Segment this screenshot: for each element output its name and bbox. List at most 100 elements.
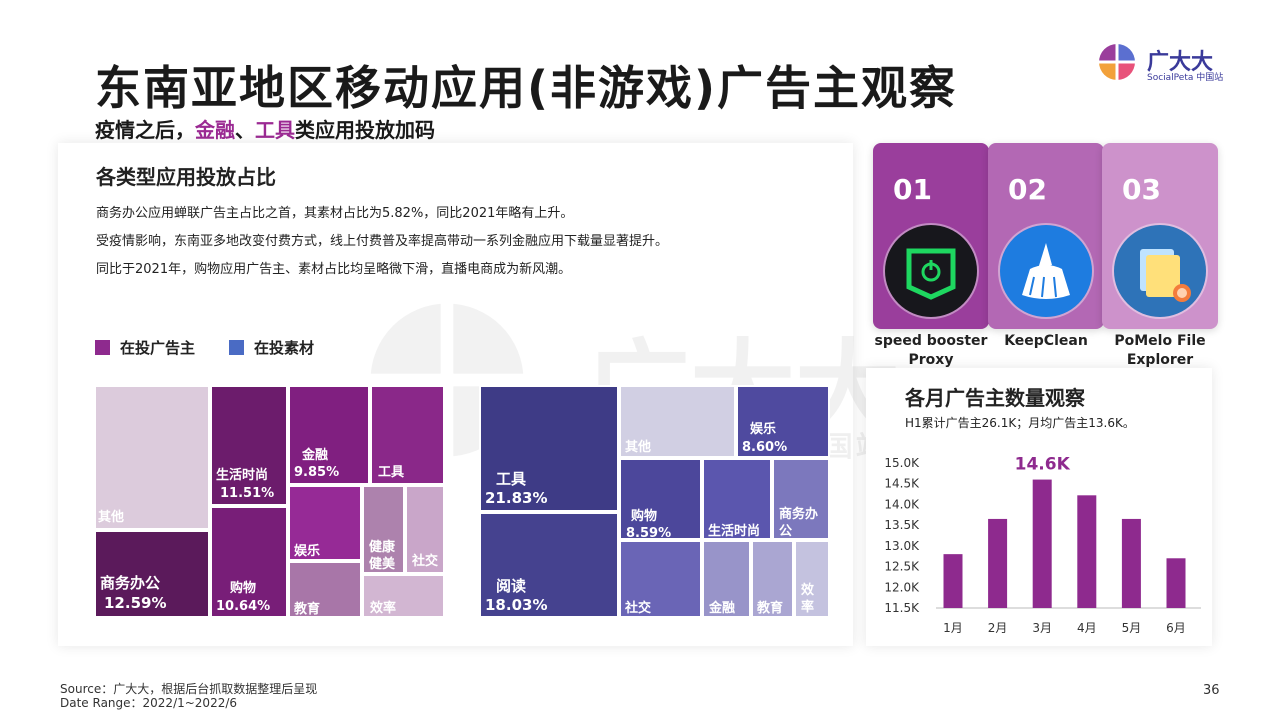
treemap-cell-name: 娱乐 bbox=[750, 422, 777, 437]
legend-label: 在投广告主 bbox=[120, 339, 196, 357]
broom-icon bbox=[1000, 225, 1092, 317]
treemap-cell-阅读: 阅读 18.03% bbox=[479, 512, 619, 618]
treemap-cell-效率: 效 率 bbox=[794, 540, 830, 618]
treemap-cell-name: 工具 bbox=[378, 465, 405, 480]
treemap-cell-name: 生活时尚 bbox=[216, 468, 269, 483]
rank-card-1[interactable]: 01 bbox=[873, 143, 989, 329]
y-tick-label: 13.0K bbox=[884, 539, 920, 553]
y-tick-label: 11.5K bbox=[884, 601, 920, 615]
date-range-text: Date Range：2022/1~2022/6 bbox=[60, 696, 238, 710]
page-title: 东南亚地区移动应用(非游戏)广告主观察 bbox=[95, 61, 958, 115]
x-tick-label: 4月 bbox=[1077, 621, 1097, 635]
treemap-cell-value: 9.85% bbox=[294, 465, 340, 480]
subtitle-highlight-tools: 工具 bbox=[255, 118, 295, 142]
treemap-cell-金融: 金融 bbox=[702, 540, 751, 618]
treemap-cell-购物: 购物 8.59% bbox=[619, 458, 702, 540]
monthly-advertisers-title: 各月广告主数量观察 bbox=[905, 386, 1085, 410]
treemap-cell-value: 11.51% bbox=[220, 486, 275, 501]
monthly-advertisers-note: H1累计广告主26.1K；月均广告主13.6K。 bbox=[905, 416, 1135, 430]
legend-swatch bbox=[95, 340, 110, 355]
treemap-cell-教育: 教育 bbox=[751, 540, 794, 618]
treemap-cell-其他: 其他 bbox=[619, 385, 736, 458]
treemap-cell-name: 金融 bbox=[709, 601, 736, 616]
treemap-cell-工具: 工具 21.83% bbox=[479, 385, 619, 512]
x-tick-label: 3月 bbox=[1032, 621, 1052, 635]
treemap-cell-教育: 教育 bbox=[288, 561, 362, 618]
y-tick-label: 12.5K bbox=[884, 560, 920, 574]
treemap-cell-购物: 购物 10.64% bbox=[210, 506, 288, 618]
treemap-cell-name: 购物 bbox=[631, 509, 658, 524]
treemap-cell-value: 10.64% bbox=[216, 599, 271, 614]
brand-logo-name: 广大大 bbox=[1147, 50, 1214, 75]
y-tick-label: 15.0K bbox=[884, 456, 920, 470]
bar-annotation: 14.6K bbox=[1015, 455, 1071, 475]
treemap-cell-name: 教育 bbox=[294, 602, 321, 617]
treemap-cell-name: 其他 bbox=[625, 440, 652, 455]
treemap-cell-娱乐: 娱乐 bbox=[288, 485, 362, 561]
legend-label: 在投素材 bbox=[254, 339, 315, 357]
app-share-paragraph-1: 商务办公应用蝉联广告主占比之首，其素材占比为5.82%，同比2021年略有上升。 bbox=[96, 206, 574, 221]
source-text: Source：广大大，根据后台抓取数据整理后呈现 bbox=[60, 682, 318, 696]
treemap-cell-生活时尚: 生活时尚 11.51% bbox=[210, 385, 288, 506]
bar-2月 bbox=[988, 518, 1008, 608]
treemap-cell-健康健美: 健康 健美 bbox=[362, 485, 405, 574]
app-share-paragraph-3: 同比于2021年，购物应用广告主、素材占比均呈略微下滑，直播电商成为新风潮。 bbox=[96, 262, 572, 277]
treemap-cell-name: 教育 bbox=[757, 601, 784, 616]
treemap-cell-name: 商务办公 bbox=[100, 574, 161, 592]
treemap-cell-其他: 其他 bbox=[94, 385, 210, 530]
treemap-cell-商务办公: 商务办公 12.59% bbox=[94, 530, 210, 618]
treemap-cell-社交: 社交 bbox=[619, 540, 702, 618]
y-tick-label: 14.0K bbox=[884, 497, 920, 511]
app-share-paragraph-2: 受疫情影响，东南亚多地改变付费方式，线上付费普及率提高带动一系列金融应用下载量显… bbox=[96, 234, 669, 249]
bar-3月 bbox=[1032, 479, 1052, 608]
bar-4月 bbox=[1077, 495, 1097, 608]
brand-logo-icon bbox=[1099, 44, 1135, 80]
subtitle-separator: 、 bbox=[235, 118, 255, 142]
subtitle-highlight-finance: 金融 bbox=[195, 118, 235, 142]
treemap-cell-金融: 金融 9.85% bbox=[288, 385, 370, 485]
app-share-title: 各类型应用投放占比 bbox=[96, 165, 276, 189]
rank-app-name-1: speed booster Proxy bbox=[874, 333, 988, 368]
treemap-cell-name: 社交 bbox=[625, 601, 652, 616]
rank-card-3[interactable]: 03 bbox=[1102, 143, 1218, 329]
treemap-cell-name: 娱乐 bbox=[294, 544, 321, 559]
legend-creatives: 在投素材 bbox=[229, 337, 314, 358]
rank-card-2[interactable]: 02 bbox=[988, 143, 1104, 329]
bar-1月 bbox=[943, 554, 963, 608]
treemap-cell-name: 工具 bbox=[496, 470, 527, 488]
bar-5月 bbox=[1121, 518, 1141, 608]
treemap-cell-name: 效 率 bbox=[801, 583, 815, 615]
treemap-cell-name: 其他 bbox=[98, 510, 125, 525]
treemap-cell-工具: 工具 bbox=[370, 385, 445, 485]
bar-6月 bbox=[1166, 558, 1186, 608]
treemap-cell-name: 社交 bbox=[412, 554, 439, 569]
page-subtitle: 疫情之后，金融、工具类应用投放加码 bbox=[95, 114, 435, 143]
source-note: Source：广大大，根据后台抓取数据整理后呈现 Date Range：2022/… bbox=[60, 682, 317, 710]
page-number: 36 bbox=[1203, 683, 1220, 698]
rank-number: 02 bbox=[1008, 173, 1047, 206]
treemap-cell-value: 18.03% bbox=[485, 596, 548, 614]
subtitle-text-end: 类应用投放加码 bbox=[295, 118, 435, 142]
treemap-cell-value: 8.60% bbox=[742, 440, 788, 455]
treemap-cell-效率: 效率 bbox=[362, 574, 445, 618]
treemap-cell-name: 生活时尚 bbox=[708, 524, 761, 539]
subtitle-text: 疫情之后， bbox=[95, 118, 195, 142]
x-tick-label: 2月 bbox=[988, 621, 1008, 635]
treemap-cell-name: 健康 健美 bbox=[369, 540, 396, 572]
treemap-cell-name: 商务办 公 bbox=[779, 507, 819, 539]
treemap-cell-社交: 社交 bbox=[405, 485, 445, 574]
treemap-cell-娱乐: 娱乐 8.60% bbox=[736, 385, 830, 458]
treemap-cell-商务办公: 商务办 公 bbox=[772, 458, 830, 540]
legend-swatch bbox=[229, 340, 244, 355]
creative-treemap: 工具 21.83% 阅读 18.03% 其他 娱乐 8.60% 购物 8.59% 生活时尚 商务办 … bbox=[479, 385, 830, 618]
power-shield-icon bbox=[885, 225, 977, 317]
rank-number: 03 bbox=[1122, 173, 1161, 206]
treemap-cell-value: 12.59% bbox=[104, 594, 167, 612]
treemap-cell-value: 21.83% bbox=[485, 489, 548, 507]
brand-logo-sub: SocialPeta 中国站 bbox=[1147, 73, 1224, 83]
rank-app-name-2: KeepClean bbox=[1004, 333, 1088, 349]
treemap-cell-name: 购物 bbox=[230, 581, 257, 596]
y-tick-label: 13.5K bbox=[884, 518, 920, 532]
monthly-advertisers-bar-chart: 15.0K 14.5K 14.0K 13.5K 13.0K 12.5K 12.0K 11.5K… bbox=[884, 455, 1201, 635]
y-tick-label: 14.5K bbox=[884, 477, 920, 491]
